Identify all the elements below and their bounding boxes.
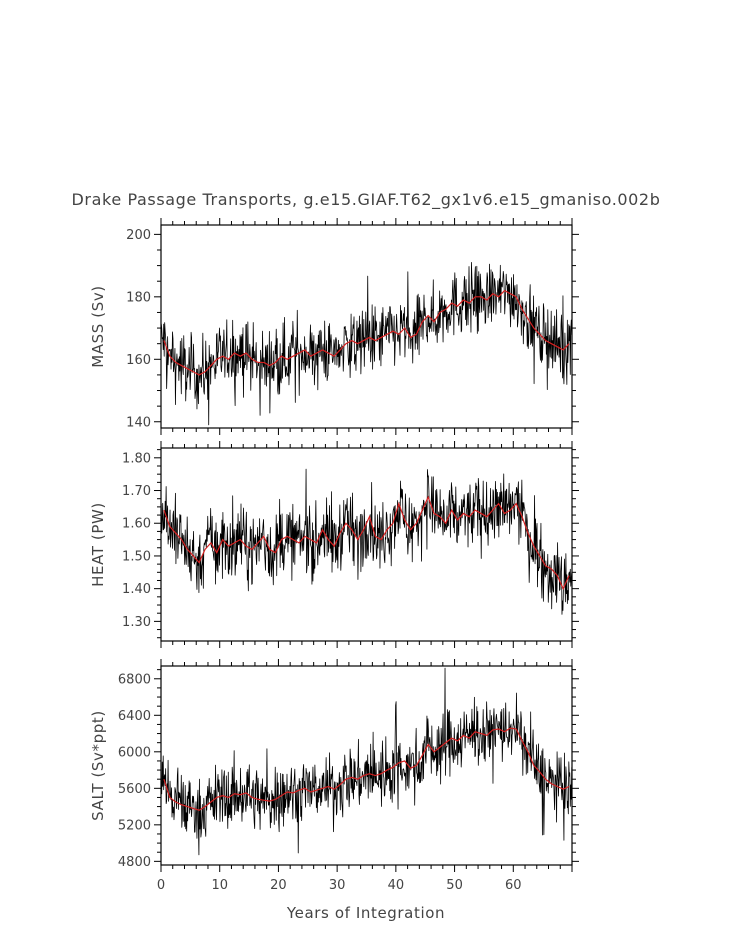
mass-panel: 140 160 180 200 MASS (Sv) bbox=[89, 218, 579, 435]
heat-ylabel: HEAT (PW) bbox=[89, 502, 107, 587]
xtick-label: 50 bbox=[446, 878, 463, 893]
heat-ytick-label: 1.50 bbox=[122, 549, 151, 564]
chart-title: Drake Passage Transports, g.e15.GIAF.T62… bbox=[72, 190, 661, 210]
heat-ytick-label: 1.30 bbox=[122, 615, 151, 630]
salt-panel: 4800 5200 5600 6000 6400 6800 SALT (Sv*ppt) bbox=[89, 659, 579, 872]
mass-monthly-series bbox=[160, 261, 573, 426]
xtick-label: 30 bbox=[329, 878, 346, 893]
heat-ytick-label: 1.40 bbox=[122, 582, 151, 597]
heat-ytick-label: 1.80 bbox=[122, 451, 151, 466]
mass-frame bbox=[160, 224, 573, 429]
mass-ytick-label: 140 bbox=[126, 415, 151, 430]
salt-ytick-label: 6400 bbox=[118, 709, 151, 724]
x-axis-label: Years of Integration bbox=[286, 904, 445, 922]
mass-ylabel: MASS (Sv) bbox=[89, 285, 107, 368]
mass-ytick-label: 200 bbox=[126, 228, 151, 243]
xtick-label: 40 bbox=[388, 878, 405, 893]
xtick-label: 20 bbox=[270, 878, 287, 893]
heat-ytick-label: 1.70 bbox=[122, 484, 151, 499]
heat-panel: 1.30 1.40 1.50 1.60 1.70 1.80 HEAT (PW) bbox=[89, 441, 579, 648]
mass-annual-series bbox=[163, 289, 570, 376]
xtick-label: 60 bbox=[505, 878, 522, 893]
salt-frame bbox=[160, 665, 573, 866]
xtick-label: 0 bbox=[157, 878, 165, 893]
heat-ytick-label: 1.60 bbox=[122, 517, 151, 532]
salt-ytick-label: 6000 bbox=[118, 745, 151, 760]
xtick-label: 10 bbox=[211, 878, 228, 893]
mass-ytick-label: 180 bbox=[126, 290, 151, 305]
salt-ylabel: SALT (Sv*ppt) bbox=[89, 710, 107, 821]
salt-ytick-label: 4800 bbox=[118, 855, 151, 870]
heat-monthly-series bbox=[160, 468, 573, 615]
mass-ytick-label: 160 bbox=[126, 353, 151, 368]
heat-frame bbox=[160, 447, 573, 642]
salt-ytick-label: 5600 bbox=[118, 782, 151, 797]
salt-monthly-series bbox=[160, 667, 573, 856]
salt-ytick-label: 6800 bbox=[118, 672, 151, 687]
heat-annual-series bbox=[163, 495, 570, 591]
salt-annual-series bbox=[163, 727, 570, 811]
salt-ytick-label: 5200 bbox=[118, 818, 151, 833]
